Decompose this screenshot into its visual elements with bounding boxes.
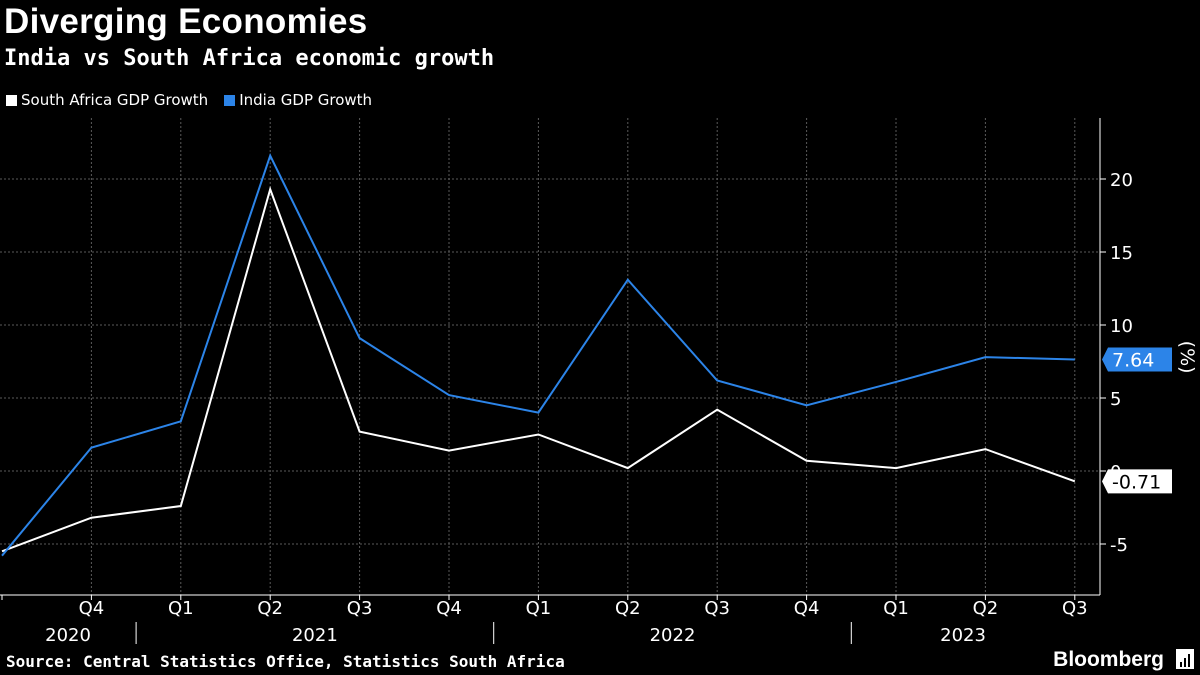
legend-swatch-india	[224, 94, 236, 106]
series-layer	[1, 153, 1076, 557]
x-tick-label: Q3	[1062, 598, 1088, 619]
x-tick-label: Q1	[883, 598, 909, 619]
last-value-badge-india	[1102, 347, 1172, 372]
brand-logo-text: Bloomberg	[1053, 648, 1164, 671]
bloomberg-icon	[1176, 649, 1194, 669]
year-label: 2022	[650, 625, 696, 646]
y-tick-label: 10	[1110, 316, 1133, 337]
year-label: 2021	[292, 625, 338, 646]
last-value-label-south-africa: -0.71	[1112, 471, 1161, 493]
x-tick-label: Q2	[615, 598, 641, 619]
x-tick-label: Q1	[168, 598, 194, 619]
axis-layer: -505101520Q4Q1Q2Q3Q4Q1Q2Q3Q4Q1Q2Q3202020…	[0, 118, 1198, 646]
x-tick-label: Q2	[973, 598, 999, 619]
year-label: 2023	[940, 625, 986, 646]
x-tick-label: Q3	[347, 598, 373, 619]
x-tick-label: Q4	[436, 598, 462, 619]
legend-item-india: India GDP Growth	[224, 91, 372, 109]
x-tick-label: Q3	[704, 598, 730, 619]
y-tick-label: 5	[1110, 389, 1121, 410]
grid-layer	[0, 118, 1100, 595]
x-tick-label: Q4	[794, 598, 820, 619]
label-layer: -0.71 7.64	[1102, 347, 1172, 494]
year-label: 2020	[45, 625, 91, 646]
legend-item-south-africa: South Africa GDP Growth	[6, 91, 208, 109]
legend-label-india: India GDP Growth	[239, 91, 373, 109]
chart-title: Diverging Economies	[4, 2, 368, 41]
x-tick-label: Q1	[526, 598, 552, 619]
y-tick-label: 15	[1110, 243, 1133, 264]
y-axis-unit-label: (%)	[1176, 341, 1198, 374]
legend-swatch-south-africa	[6, 94, 17, 106]
last-value-badge-south-africa	[1102, 469, 1172, 494]
source-note: Source: Central Statistics Office, Stati…	[6, 652, 565, 671]
chart-subtitle: India vs South Africa economic growth	[4, 46, 495, 71]
legend-label-south-africa: South Africa GDP Growth	[21, 91, 209, 109]
x-tick-label: Q2	[257, 598, 283, 619]
x-tick-label: Q4	[79, 598, 105, 619]
y-tick-label: -5	[1110, 535, 1128, 556]
legend: South Africa GDP Growth India GDP Growth	[6, 91, 388, 109]
last-value-label-india: 7.64	[1112, 349, 1154, 371]
y-tick-label: 20	[1110, 170, 1133, 191]
